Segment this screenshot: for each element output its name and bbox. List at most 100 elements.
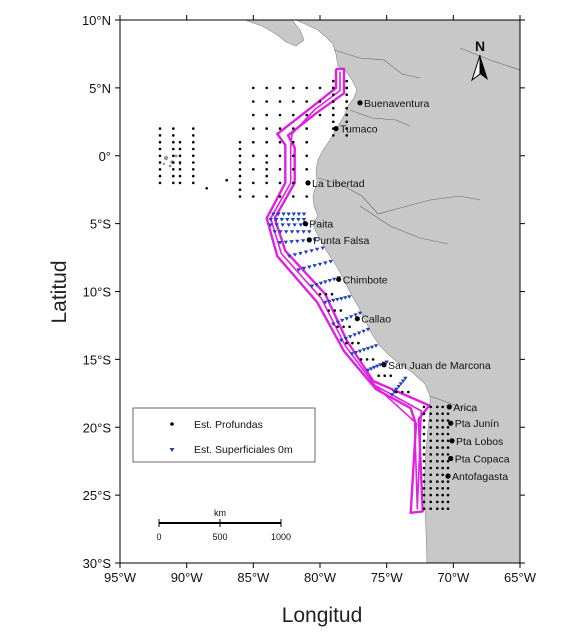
deep-station bbox=[238, 188, 242, 191]
port-marker bbox=[357, 100, 363, 106]
deep-station bbox=[441, 439, 445, 443]
surface-station bbox=[301, 218, 307, 222]
deep-station bbox=[446, 439, 450, 443]
surface-station bbox=[295, 230, 300, 234]
deep-station bbox=[422, 405, 426, 409]
deep-station bbox=[429, 500, 433, 504]
deep-station bbox=[429, 439, 433, 443]
surface-station bbox=[348, 335, 353, 339]
deep-station bbox=[292, 154, 295, 158]
deep-station bbox=[265, 174, 269, 178]
deep-station bbox=[422, 480, 426, 483]
surface-station bbox=[300, 239, 306, 243]
deep-station bbox=[422, 473, 426, 477]
deep-station bbox=[359, 358, 363, 361]
surface-station bbox=[373, 344, 379, 348]
deep-station bbox=[178, 174, 182, 178]
deep-station bbox=[436, 446, 439, 449]
deep-station bbox=[446, 493, 450, 497]
surface-station bbox=[289, 240, 294, 244]
deep-station bbox=[436, 473, 439, 477]
deep-station bbox=[192, 140, 195, 144]
x-tick-label: 85°W bbox=[237, 570, 270, 585]
deep-station bbox=[422, 500, 426, 504]
deep-station bbox=[318, 86, 322, 90]
port-label: La Libertad bbox=[312, 178, 365, 190]
legend-surface-label: Est. Superficiales 0m bbox=[194, 444, 293, 456]
deep-station bbox=[238, 140, 242, 144]
zone-outer-line bbox=[265, 67, 431, 514]
deep-station bbox=[192, 174, 195, 178]
deep-station bbox=[158, 174, 162, 178]
deep-station bbox=[178, 181, 182, 185]
deep-station bbox=[318, 100, 322, 103]
surface-station bbox=[396, 384, 401, 389]
deep-station bbox=[265, 154, 269, 158]
deep-station bbox=[345, 134, 349, 137]
port-label: San Juan de Marcona bbox=[388, 360, 491, 372]
deep-station bbox=[305, 100, 309, 103]
deep-station bbox=[332, 120, 335, 124]
deep-station bbox=[383, 374, 387, 378]
surface-station bbox=[335, 298, 340, 302]
deep-station bbox=[292, 140, 295, 144]
surface-station bbox=[279, 218, 284, 222]
deep-station bbox=[389, 374, 393, 378]
port-marker bbox=[449, 438, 455, 444]
surface-station bbox=[320, 246, 325, 251]
surface-station bbox=[361, 348, 367, 352]
surface-station bbox=[340, 318, 345, 323]
port-marker bbox=[336, 276, 342, 282]
surface-station bbox=[356, 331, 362, 336]
deep-station bbox=[429, 432, 433, 436]
deep-station bbox=[441, 412, 445, 416]
deep-station bbox=[178, 154, 182, 158]
deep-station bbox=[401, 390, 404, 394]
deep-station bbox=[436, 432, 439, 436]
deep-station bbox=[252, 127, 255, 130]
surface-station bbox=[291, 212, 296, 217]
central-america-landmass bbox=[244, 20, 305, 47]
deep-station bbox=[441, 446, 445, 449]
deep-station bbox=[365, 358, 369, 361]
port-label: Buenaventura bbox=[364, 98, 430, 110]
surface-station bbox=[274, 223, 279, 227]
surface-station bbox=[384, 360, 389, 365]
surface-station bbox=[398, 382, 404, 386]
deep-station bbox=[238, 181, 242, 185]
surface-station bbox=[301, 266, 307, 271]
deep-station bbox=[436, 487, 439, 490]
surface-station bbox=[389, 393, 395, 397]
surface-station bbox=[327, 299, 332, 304]
deep-station bbox=[436, 419, 439, 422]
surface-station bbox=[352, 333, 357, 337]
deep-station bbox=[265, 195, 269, 198]
surface-station bbox=[278, 230, 283, 234]
surface-station bbox=[312, 264, 317, 268]
surface-station bbox=[368, 367, 374, 371]
surface-station bbox=[328, 260, 333, 264]
ports: Buenaventura Tumaco La Libertad Paita Punta … bbox=[302, 98, 510, 483]
deep-station bbox=[238, 154, 242, 158]
surface-station bbox=[286, 212, 291, 217]
port-marker bbox=[305, 180, 311, 186]
deep-station bbox=[429, 412, 433, 416]
deep-station bbox=[158, 181, 162, 185]
surface-station bbox=[394, 387, 399, 392]
surface-station bbox=[365, 327, 371, 332]
deep-station bbox=[441, 480, 445, 483]
port-label: Chimbote bbox=[343, 274, 388, 286]
deep-station bbox=[292, 113, 295, 117]
deep-station bbox=[158, 168, 162, 171]
deep-station bbox=[305, 86, 309, 90]
y-tick-label: 30°S bbox=[83, 556, 112, 571]
port-marker bbox=[354, 316, 360, 322]
x-tick-label: 65°W bbox=[504, 570, 537, 585]
deep-station bbox=[265, 100, 269, 103]
port-label: Antofagasta bbox=[452, 471, 508, 483]
deep-station bbox=[345, 79, 349, 83]
surface-station bbox=[343, 337, 348, 341]
scale-bar-label-500: 500 bbox=[212, 532, 227, 542]
deep-station bbox=[342, 325, 345, 329]
